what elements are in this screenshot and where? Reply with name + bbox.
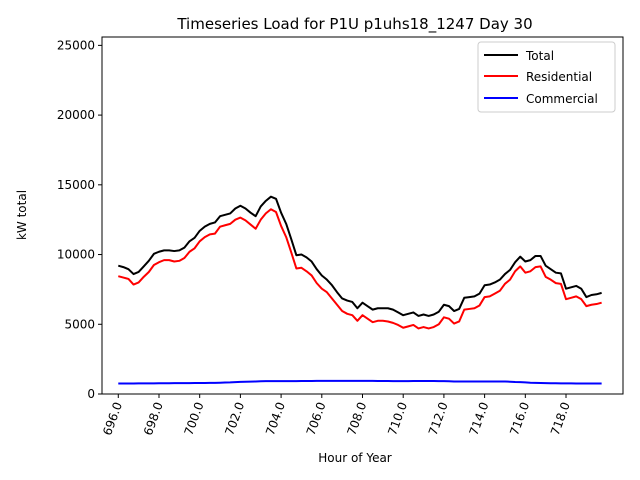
y-tick-label: 15000 <box>57 178 95 192</box>
legend-label-total: Total <box>525 49 554 63</box>
x-axis-label: Hour of Year <box>318 451 392 465</box>
legend-box <box>477 41 616 113</box>
series-line-total <box>118 195 602 317</box>
y-tick-label: 25000 <box>57 38 95 52</box>
series-line-residential <box>118 208 602 330</box>
legend-label-residential: Residential <box>526 70 592 84</box>
series-layer <box>118 195 602 385</box>
y-axis: 0 5000 10000 15000 20000 25000 <box>57 38 102 401</box>
legend-label-commercial: Commercial <box>526 92 598 106</box>
y-tick-label: 10000 <box>57 248 95 262</box>
legend: Total Residential Commercial <box>477 41 616 113</box>
y-tick-label: 5000 <box>64 317 95 331</box>
y-tick-label: 0 <box>87 387 95 401</box>
y-tick-label: 20000 <box>57 108 95 122</box>
series-line-commercial <box>118 379 602 385</box>
y-axis-label: kW total <box>15 190 29 240</box>
chart-title: Timeseries Load for P1U p1uhs18_1247 Day… <box>176 15 532 34</box>
